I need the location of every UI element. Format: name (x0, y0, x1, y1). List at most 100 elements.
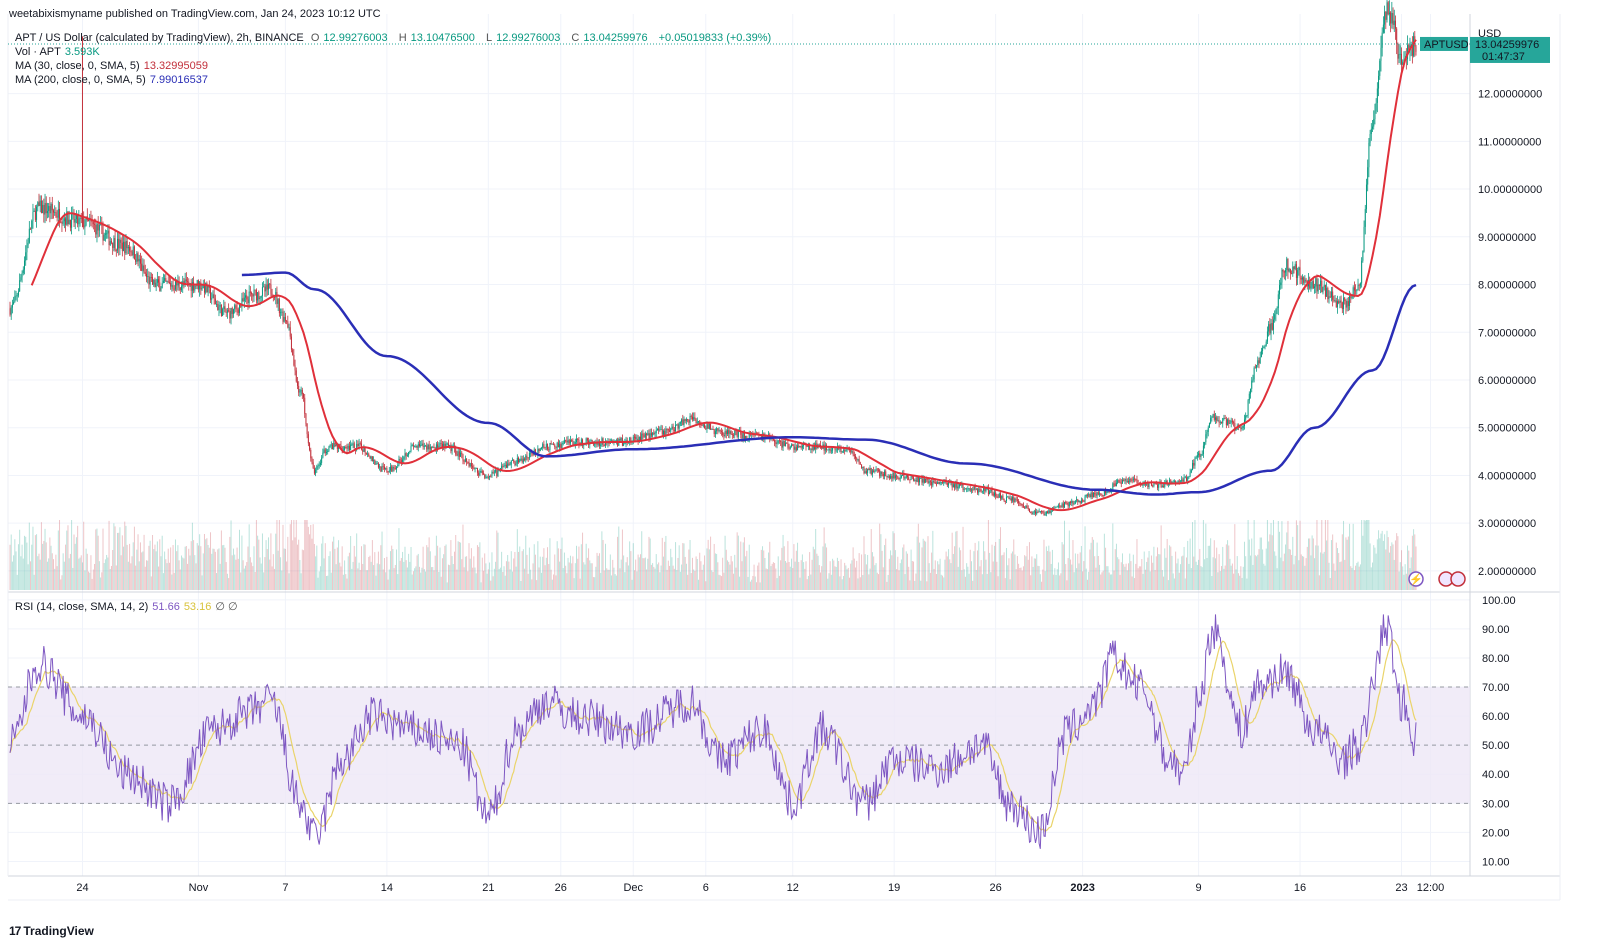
candle-body (828, 448, 830, 450)
candle-body (78, 218, 80, 225)
candle-body (423, 445, 425, 448)
volume-bar (743, 537, 745, 590)
candle-body (467, 461, 469, 463)
ma200-legend[interactable]: MA (200, close, 0, SMA, 5) 7.99016537 (15, 74, 208, 86)
volume-bar (1315, 545, 1317, 590)
candle-body (38, 202, 40, 206)
candle-body (728, 430, 730, 434)
volume-bar (328, 556, 330, 590)
volume-legend[interactable]: Vol · APT 3.593K (15, 46, 100, 58)
volume-bar (472, 567, 474, 590)
volume-bar (1103, 533, 1105, 590)
symbol-name[interactable]: APT / US Dollar (calculated by TradingVi… (15, 32, 304, 44)
volume-bar (886, 581, 888, 590)
volume-bar (1217, 572, 1219, 590)
volume-bar (1167, 580, 1169, 590)
volume-bar (461, 559, 463, 590)
candle-body (386, 468, 388, 472)
candle-body (1242, 426, 1244, 428)
volume-bar (805, 561, 807, 590)
volume-bar (1165, 557, 1167, 590)
volume-bar (983, 541, 985, 590)
volume-bar (482, 570, 484, 590)
volume-bar (1344, 559, 1346, 590)
volume-bar (555, 575, 557, 590)
candle-body (313, 468, 315, 474)
volume-bar (318, 571, 320, 590)
candle-body (578, 440, 580, 445)
volume-bar (591, 563, 593, 590)
volume-bar (1408, 550, 1410, 590)
candle-body (444, 443, 446, 449)
candle-body (667, 428, 669, 431)
candle-body (51, 204, 53, 211)
candle-body (1358, 284, 1360, 286)
volume-bar (1216, 547, 1218, 590)
volume-bar (1018, 563, 1020, 590)
candle-body (248, 291, 250, 304)
candle-body (633, 436, 635, 438)
candle-body (67, 211, 69, 225)
candle-body (1009, 498, 1011, 500)
candle-body (984, 487, 986, 492)
volume-bar (98, 561, 100, 590)
candle-body (260, 295, 262, 298)
candle-body (1064, 502, 1065, 508)
candle-body (1230, 420, 1232, 423)
candle-body (832, 446, 834, 451)
candle-body (1188, 476, 1190, 478)
candle-body (487, 476, 489, 478)
candle-body (1128, 481, 1130, 483)
candle-body (1211, 416, 1213, 418)
volume-bar (510, 551, 512, 590)
candle-body (1282, 269, 1284, 272)
candle-body (1318, 284, 1320, 286)
candle-body (125, 240, 127, 254)
volume-bar (1275, 555, 1277, 590)
candle-body (1351, 297, 1353, 299)
candle-body (1136, 479, 1138, 484)
volume-bar (464, 556, 466, 590)
volume-bar (241, 535, 243, 590)
candle-body (931, 481, 933, 486)
candle-body (723, 435, 725, 437)
candle-body (691, 416, 693, 420)
candle-body (10, 307, 12, 315)
candle-body (117, 238, 119, 251)
candle-body (891, 476, 893, 479)
candle-body (310, 449, 312, 459)
candle-body (905, 475, 907, 478)
volume-bar (435, 535, 437, 590)
volume-bar (770, 566, 772, 590)
volume-bar (174, 539, 176, 590)
rsi-tick-label: 100.00 (1482, 595, 1516, 607)
volume-bar (607, 569, 609, 590)
candle-body (450, 444, 452, 452)
volume-bar (698, 579, 700, 590)
candle-body (654, 433, 656, 435)
candle-body (426, 445, 428, 450)
volume-bar (566, 573, 568, 590)
volume-bar (1020, 567, 1022, 590)
volume-bar (547, 547, 549, 590)
volume-bar (126, 544, 128, 590)
candle-body (954, 484, 956, 488)
volume-bar (557, 548, 559, 590)
ma30-legend[interactable]: MA (30, close, 0, SMA, 5) 13.32995059 (15, 60, 208, 72)
volume-bar (1312, 538, 1314, 590)
rsi-legend[interactable]: RSI (14, close, SMA, 14, 2) 51.66 53.16 ∅ ∅ (15, 601, 238, 613)
candle-body (592, 443, 594, 445)
volume-bar (278, 520, 280, 590)
candle-body (211, 298, 213, 300)
volume-bar (470, 548, 472, 590)
candle-body (729, 431, 731, 434)
volume-bar (322, 536, 324, 590)
volume-bar (61, 575, 63, 590)
volume-bar (874, 565, 876, 590)
volume-bar (742, 542, 744, 590)
candle-body (1259, 357, 1261, 364)
candle-body (1041, 511, 1043, 512)
volume-bar (646, 569, 648, 590)
volume-bar (263, 572, 265, 590)
candle-body (925, 478, 927, 483)
